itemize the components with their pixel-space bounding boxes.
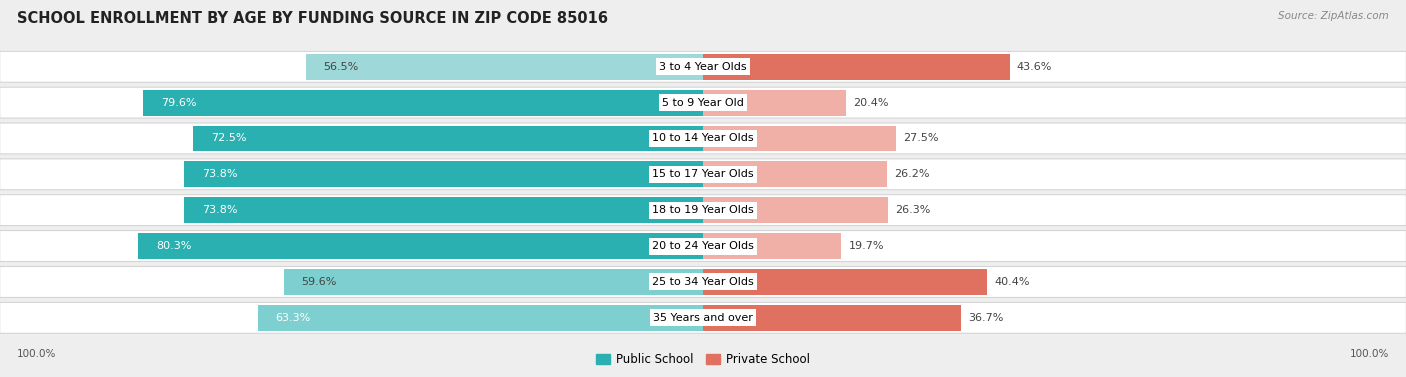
Bar (703, 233, 841, 259)
Text: 100.0%: 100.0% (17, 349, 56, 359)
FancyBboxPatch shape (0, 195, 1406, 225)
Text: 18 to 19 Year Olds: 18 to 19 Year Olds (652, 205, 754, 215)
FancyBboxPatch shape (0, 123, 1406, 154)
Legend: Public School, Private School: Public School, Private School (592, 349, 814, 371)
Text: 63.3%: 63.3% (276, 313, 311, 323)
Bar (284, 269, 703, 295)
Bar (138, 233, 703, 259)
Bar (307, 54, 703, 80)
Text: 26.3%: 26.3% (896, 205, 931, 215)
FancyBboxPatch shape (0, 87, 1406, 118)
Text: Source: ZipAtlas.com: Source: ZipAtlas.com (1278, 11, 1389, 21)
Bar (703, 161, 887, 187)
Bar (703, 90, 846, 115)
Text: 56.5%: 56.5% (323, 62, 359, 72)
Text: 26.2%: 26.2% (894, 169, 929, 179)
Bar (703, 54, 1010, 80)
Text: 20.4%: 20.4% (853, 98, 889, 107)
FancyBboxPatch shape (0, 51, 1406, 82)
Text: 10 to 14 Year Olds: 10 to 14 Year Olds (652, 133, 754, 144)
FancyBboxPatch shape (0, 231, 1406, 262)
Bar (703, 126, 897, 152)
Text: 20 to 24 Year Olds: 20 to 24 Year Olds (652, 241, 754, 251)
Text: 40.4%: 40.4% (994, 277, 1029, 287)
Text: 35 Years and over: 35 Years and over (652, 313, 754, 323)
Text: 5 to 9 Year Old: 5 to 9 Year Old (662, 98, 744, 107)
Text: 43.6%: 43.6% (1017, 62, 1052, 72)
FancyBboxPatch shape (0, 267, 1406, 297)
Text: SCHOOL ENROLLMENT BY AGE BY FUNDING SOURCE IN ZIP CODE 85016: SCHOOL ENROLLMENT BY AGE BY FUNDING SOUR… (17, 11, 607, 26)
Text: 100.0%: 100.0% (1350, 349, 1389, 359)
Text: 15 to 17 Year Olds: 15 to 17 Year Olds (652, 169, 754, 179)
Text: 72.5%: 72.5% (211, 133, 246, 144)
Text: 36.7%: 36.7% (967, 313, 1004, 323)
Text: 73.8%: 73.8% (202, 205, 238, 215)
Bar (194, 126, 703, 152)
Bar (703, 269, 987, 295)
Text: 25 to 34 Year Olds: 25 to 34 Year Olds (652, 277, 754, 287)
Bar (143, 90, 703, 115)
Text: 19.7%: 19.7% (849, 241, 884, 251)
Text: 80.3%: 80.3% (156, 241, 191, 251)
FancyBboxPatch shape (0, 302, 1406, 333)
Text: 59.6%: 59.6% (301, 277, 337, 287)
Bar (703, 305, 962, 331)
Bar (259, 305, 703, 331)
Text: 27.5%: 27.5% (904, 133, 939, 144)
FancyBboxPatch shape (0, 159, 1406, 190)
Text: 79.6%: 79.6% (160, 98, 197, 107)
Text: 3 to 4 Year Olds: 3 to 4 Year Olds (659, 62, 747, 72)
Text: 73.8%: 73.8% (202, 169, 238, 179)
Bar (703, 197, 889, 223)
Bar (184, 161, 703, 187)
Bar (184, 197, 703, 223)
